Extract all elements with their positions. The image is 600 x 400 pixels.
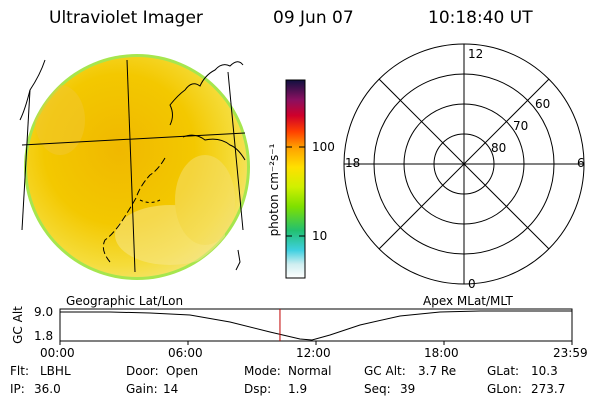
- info-mode-label: Mode:: [244, 364, 281, 378]
- latitude-line: [21, 132, 246, 146]
- info-dsp-value: 1.9: [288, 382, 308, 396]
- meridian-line: [126, 59, 136, 273]
- coastline: [19, 59, 46, 121]
- info-glon-value: 273.7: [531, 382, 566, 396]
- colorbar-frame: [285, 79, 306, 279]
- coastline: [169, 61, 244, 126]
- info-flt-value: LBHL: [40, 364, 71, 378]
- timeline-x-tick-0000: 00:00: [40, 346, 75, 360]
- coastline: [182, 134, 246, 161]
- uv-disk-image: [24, 54, 250, 280]
- polar-plot: [343, 43, 585, 285]
- header-time: 10:18:40 UT: [428, 8, 533, 28]
- polar-label-18: 18: [345, 156, 361, 170]
- coastline: [139, 199, 161, 203]
- info-seq-value: 39: [400, 382, 416, 396]
- timeline-x-tick-2359: 23:59: [553, 346, 588, 360]
- colorbar-gradient: [286, 80, 305, 278]
- colorbar: [285, 79, 306, 279]
- polar-diagonal: [378, 78, 550, 250]
- polar-label-12: 12: [468, 47, 484, 61]
- info-gcalt-value: 3.7 Re: [418, 364, 457, 378]
- timeline-plot: [59, 308, 573, 345]
- page-title: Ultraviolet Imager: [49, 8, 203, 28]
- polar-label-80: 80: [491, 141, 507, 155]
- meridian-line: [227, 71, 244, 231]
- info-glat-label: GLat:: [487, 364, 520, 378]
- colorbar-tick-10: 10: [312, 229, 328, 243]
- info-ip-label: IP:: [10, 382, 25, 396]
- polar-label-0: 0: [468, 277, 476, 291]
- info-flt-label: Flt:: [10, 364, 29, 378]
- timeline-x-tick-1200: 12:00: [296, 346, 331, 360]
- timeline-left-title: Geographic Lat/Lon: [66, 294, 184, 308]
- polar-label-60: 60: [535, 97, 551, 111]
- timeline-y-label: GC Alt: [11, 306, 25, 344]
- coastline: [102, 157, 166, 263]
- info-mode-value: Normal: [288, 364, 332, 378]
- timeline-right-title: Apex MLat/MLT: [423, 294, 513, 308]
- info-glon-label: GLon:: [487, 382, 522, 396]
- timeline-x-tick-0600: 06:00: [168, 346, 203, 360]
- info-gain-value: 14: [163, 382, 179, 396]
- info-door-label: Door:: [126, 364, 159, 378]
- info-gain-label: Gain:: [126, 382, 158, 396]
- map-overlay: [19, 59, 246, 273]
- timeline-x-tick-1800: 18:00: [424, 346, 459, 360]
- polar-label-70: 70: [513, 119, 529, 133]
- info-dsp-label: Dsp:: [244, 382, 272, 396]
- meridian-line: [21, 89, 31, 231]
- timeline-frame: [59, 308, 573, 342]
- colorbar-tick-100: 100: [312, 140, 335, 154]
- colorbar-unit-label: photon cm⁻²s⁻¹: [267, 143, 281, 237]
- info-glat-value: 10.3: [531, 364, 558, 378]
- timeline-y-tick-9: 9.0: [34, 305, 54, 319]
- timeline-y-tick-1-8: 1.8: [34, 329, 54, 343]
- info-seq-label: Seq:: [364, 382, 391, 396]
- disk-texture: [35, 85, 235, 265]
- info-door-value: Open: [166, 364, 199, 378]
- header-date: 09 Jun 07: [273, 8, 354, 28]
- polar-label-6: 6: [577, 156, 585, 170]
- info-gcalt-label: GC Alt:: [364, 364, 406, 378]
- info-ip-value: 36.0: [34, 382, 61, 396]
- altitude-curve: [60, 310, 572, 341]
- coastline: [235, 249, 241, 271]
